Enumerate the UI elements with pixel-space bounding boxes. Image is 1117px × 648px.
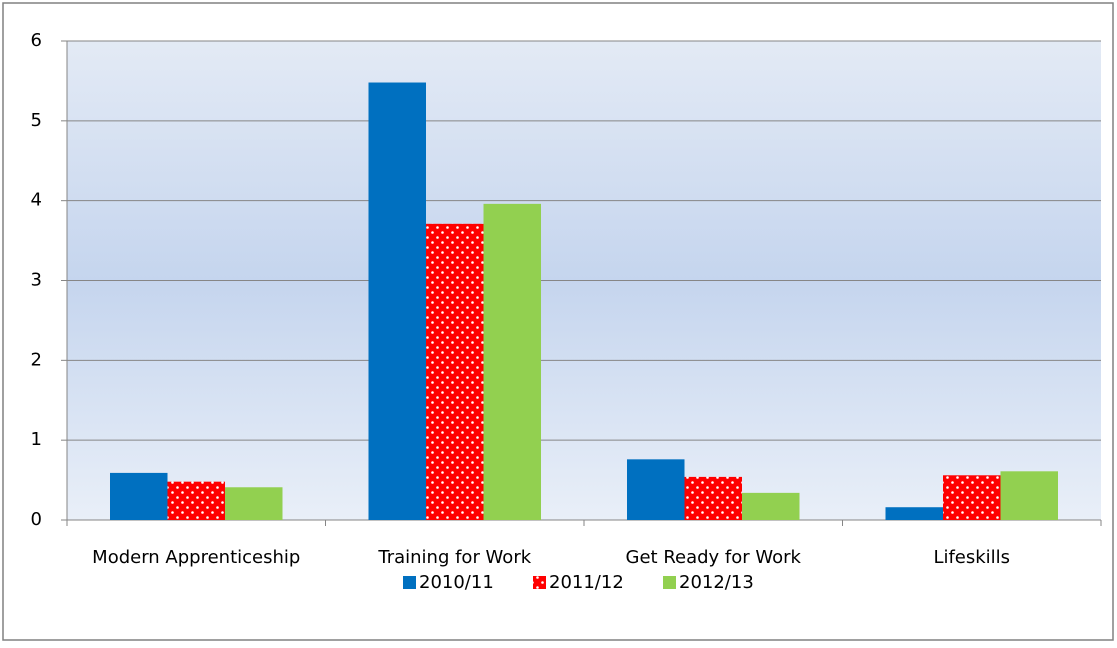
legend-swatch xyxy=(403,576,416,589)
bar xyxy=(1000,471,1058,520)
bar xyxy=(110,472,168,520)
bar xyxy=(627,459,685,520)
bar xyxy=(684,476,742,520)
legend-label: 2011/12 xyxy=(549,572,624,593)
y-tick-label: 6 xyxy=(31,30,42,51)
bar xyxy=(167,481,225,520)
bar xyxy=(426,223,484,520)
x-tick-label: Training for Work xyxy=(377,547,531,568)
legend-label: 2012/13 xyxy=(679,572,754,593)
y-tick-label: 3 xyxy=(31,270,42,291)
legend-swatch xyxy=(533,576,546,589)
y-tick-label: 4 xyxy=(31,190,42,211)
x-tick-label: Lifeskills xyxy=(933,547,1010,568)
x-tick-label: Get Ready for Work xyxy=(626,547,802,568)
y-tick-label: 5 xyxy=(31,110,42,131)
y-tick-label: 2 xyxy=(31,349,42,370)
y-tick-label: 0 xyxy=(31,509,42,530)
bar xyxy=(368,82,426,520)
bar xyxy=(483,203,541,521)
x-tick-label: Modern Apprenticeship xyxy=(92,547,300,568)
y-tick-label: 1 xyxy=(31,429,42,450)
legend-label: 2010/11 xyxy=(419,572,494,593)
bar xyxy=(742,492,800,520)
legend-swatch xyxy=(663,576,676,589)
bar xyxy=(225,487,283,520)
bar xyxy=(885,507,943,520)
bar xyxy=(943,475,1001,520)
